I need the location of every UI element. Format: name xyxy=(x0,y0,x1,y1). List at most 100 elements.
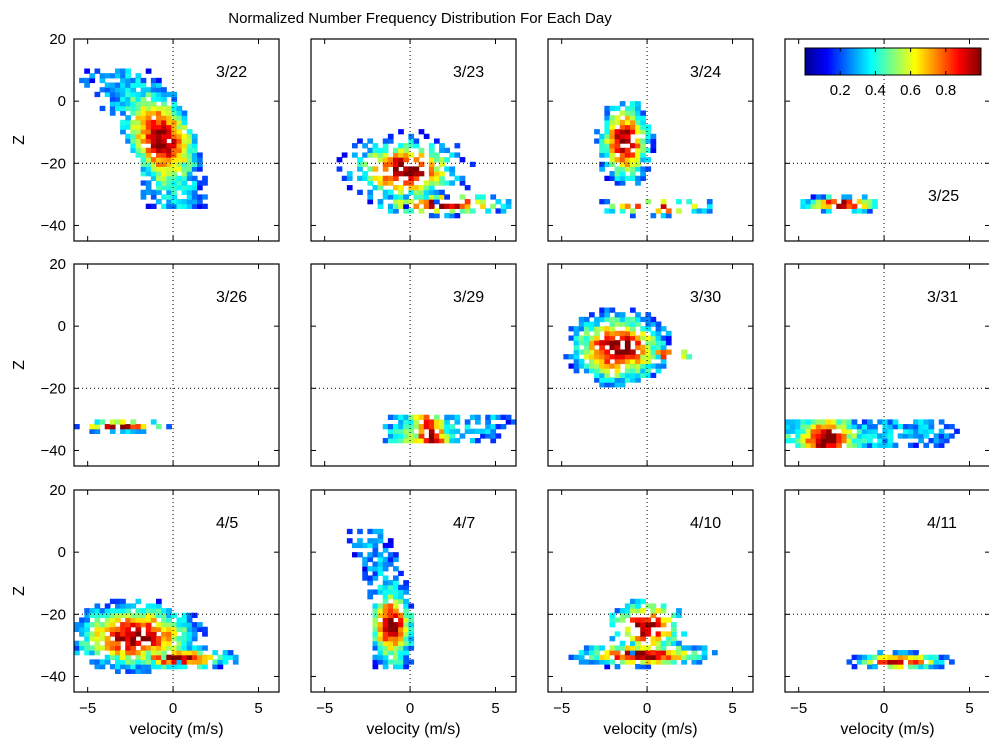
heatmap-cell xyxy=(84,640,90,646)
heatmap-cell xyxy=(650,354,657,360)
heatmap-cell xyxy=(156,659,162,665)
heatmap-cell xyxy=(186,203,193,209)
heatmap-cell xyxy=(444,414,450,420)
heatmap-cell xyxy=(428,428,435,434)
heatmap-cell xyxy=(104,603,111,609)
day-label: 4/7 xyxy=(453,515,475,532)
heatmap-cell xyxy=(403,157,409,163)
heatmap-cell xyxy=(94,645,101,651)
heatmap-cell xyxy=(372,552,379,558)
heatmap-cell xyxy=(913,664,919,670)
heatmap-cell xyxy=(439,428,445,434)
heatmap-cell xyxy=(928,664,935,670)
heatmap-cell xyxy=(640,664,646,670)
heatmap-cell xyxy=(109,598,116,605)
heatmap-cell xyxy=(624,326,631,332)
heatmap-cell xyxy=(89,645,96,651)
heatmap-cell xyxy=(624,335,631,341)
heatmap-cell xyxy=(877,650,883,656)
heatmap-cell xyxy=(635,119,641,126)
heatmap-cell xyxy=(393,608,399,614)
heatmap-cell xyxy=(109,622,116,628)
heatmap-cell xyxy=(382,561,389,567)
heatmap-cell xyxy=(630,636,636,642)
heatmap-cell xyxy=(418,199,425,205)
heatmap-cell xyxy=(650,372,657,379)
heatmap-cell xyxy=(191,612,198,619)
heatmap-cell xyxy=(604,363,611,369)
heatmap-cell xyxy=(156,175,162,181)
heatmap-cell xyxy=(949,424,955,430)
heatmap-cell xyxy=(630,358,636,365)
heatmap-cell xyxy=(140,133,147,140)
heatmap-cell xyxy=(109,645,116,651)
heatmap-cell xyxy=(197,166,203,172)
heatmap-cell xyxy=(171,147,178,154)
heatmap-cell xyxy=(583,335,590,341)
heatmap-cell xyxy=(403,433,409,439)
heatmap-cell xyxy=(120,608,126,614)
heatmap-cell xyxy=(382,645,389,651)
heatmap-cell xyxy=(84,626,90,632)
heatmap-cell xyxy=(464,428,471,434)
heatmap-cell xyxy=(655,650,662,656)
heatmap-cell xyxy=(125,87,131,93)
heatmap-cell xyxy=(145,161,152,168)
heatmap-cell xyxy=(372,659,379,665)
heatmap-cell xyxy=(594,358,600,365)
heatmap-cell xyxy=(398,570,404,577)
heatmap-cell xyxy=(135,612,142,619)
heatmap-cell xyxy=(681,645,687,651)
heatmap-cell xyxy=(681,354,687,360)
heatmap-cell xyxy=(604,368,611,374)
heatmap-cell xyxy=(671,626,677,632)
heatmap-cell xyxy=(624,166,631,172)
heatmap-cell xyxy=(120,428,126,434)
heatmap-cell xyxy=(387,612,394,619)
heatmap-cell xyxy=(655,330,662,337)
heatmap-cell xyxy=(357,528,363,535)
heatmap-cell xyxy=(161,626,167,632)
heatmap-cell xyxy=(836,203,842,209)
heatmap-cell xyxy=(614,645,621,651)
heatmap-cell xyxy=(186,166,193,172)
heatmap-cell xyxy=(619,138,626,144)
heatmap-cell xyxy=(104,622,111,628)
heatmap-cell xyxy=(89,428,96,434)
heatmap-cell xyxy=(604,161,611,168)
heatmap-cell xyxy=(861,419,868,425)
heatmap-cell xyxy=(913,428,919,434)
heatmap-cell xyxy=(464,203,471,209)
heatmap-cell xyxy=(74,645,80,651)
heatmap-cell xyxy=(800,424,807,430)
heatmap-cell xyxy=(166,654,172,660)
heatmap-cell xyxy=(428,189,435,195)
heatmap-cell xyxy=(624,129,631,135)
heatmap-cell xyxy=(444,424,450,430)
heatmap-cell xyxy=(624,354,631,360)
heatmap-cell xyxy=(145,603,152,609)
heatmap-cell xyxy=(640,171,646,177)
heatmap-cell xyxy=(393,438,399,444)
heatmap-cell xyxy=(434,433,440,439)
heatmap-cell xyxy=(181,189,188,195)
heatmap-cell xyxy=(428,175,435,181)
heatmap-cell xyxy=(372,608,379,614)
heatmap-cell xyxy=(372,636,379,642)
heatmap-cell xyxy=(640,626,646,632)
heatmap-cell xyxy=(640,368,646,374)
heatmap-cell xyxy=(125,650,131,656)
heatmap-cell xyxy=(197,161,203,168)
heatmap-cell xyxy=(186,622,193,628)
heatmap-cell xyxy=(645,157,652,163)
chart-title: Normalized Number Frequency Distribution… xyxy=(228,10,612,27)
heatmap-cell xyxy=(589,358,595,365)
heatmap-cell xyxy=(171,631,178,637)
heatmap-cell xyxy=(660,344,667,351)
heatmap-cell xyxy=(630,326,636,332)
heatmap-cell xyxy=(161,101,167,107)
heatmap-cell xyxy=(589,326,595,332)
heatmap-cell xyxy=(614,631,621,637)
heatmap-cell xyxy=(861,438,868,444)
heatmap-cell xyxy=(171,96,178,102)
